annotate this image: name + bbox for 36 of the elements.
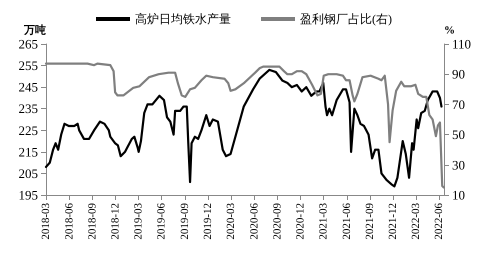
y-tick-label: 215 <box>18 144 38 160</box>
y2-tick-label: 30 <box>452 157 465 172</box>
y2-axis-title: % <box>444 24 455 36</box>
x-tick-label: 2020-12 <box>294 203 307 240</box>
x-tick-label: 2018-06 <box>63 202 76 240</box>
x-tick-label: 2022-03 <box>410 202 422 240</box>
x-tick-label: 2019-09 <box>178 202 191 240</box>
x-tick-label: 2018-09 <box>86 202 99 240</box>
y-tick-label: 225 <box>18 122 38 138</box>
x-tick-label: 2019-06 <box>156 202 168 240</box>
y2-tick-label: 90 <box>452 66 465 82</box>
legend-label: 盈利钢厂占比(右) <box>300 12 392 26</box>
x-tick-label: 2021-03 <box>317 202 330 240</box>
x-tick-label: 2018-03 <box>40 202 52 240</box>
y-tick-label: 235 <box>18 101 38 116</box>
y2-tick-label: 50 <box>452 127 465 142</box>
y-tick-label: 205 <box>18 166 38 181</box>
y2-tick-label: 110 <box>452 36 472 52</box>
y-tick-label: 195 <box>18 188 38 202</box>
legend-label: 高炉日均铁水产量 <box>135 12 232 26</box>
x-tick-label: 2021-06 <box>340 202 353 240</box>
y-axis-title: 万吨 <box>23 24 46 36</box>
y-tick-label: 255 <box>18 58 38 74</box>
y-tick-label: 265 <box>18 36 38 52</box>
y-tick-label: 245 <box>18 80 38 95</box>
x-tick-label: 2021-12 <box>387 203 400 240</box>
y2-tick-label: 70 <box>452 96 465 112</box>
x-tick-label: 2019-03 <box>132 202 144 240</box>
x-tick-label: 2020-03 <box>225 202 238 240</box>
x-tick-label: 2019-12 <box>202 203 214 240</box>
x-tick-label: 2020-09 <box>272 202 284 240</box>
x-tick-label: 2021-09 <box>364 202 376 240</box>
x-tick-label: 2020-06 <box>248 202 260 240</box>
x-tick-label: 2022-06 <box>433 202 446 240</box>
y2-tick-label: 10 <box>452 188 465 202</box>
x-tick-label: 2018-12 <box>110 203 122 240</box>
